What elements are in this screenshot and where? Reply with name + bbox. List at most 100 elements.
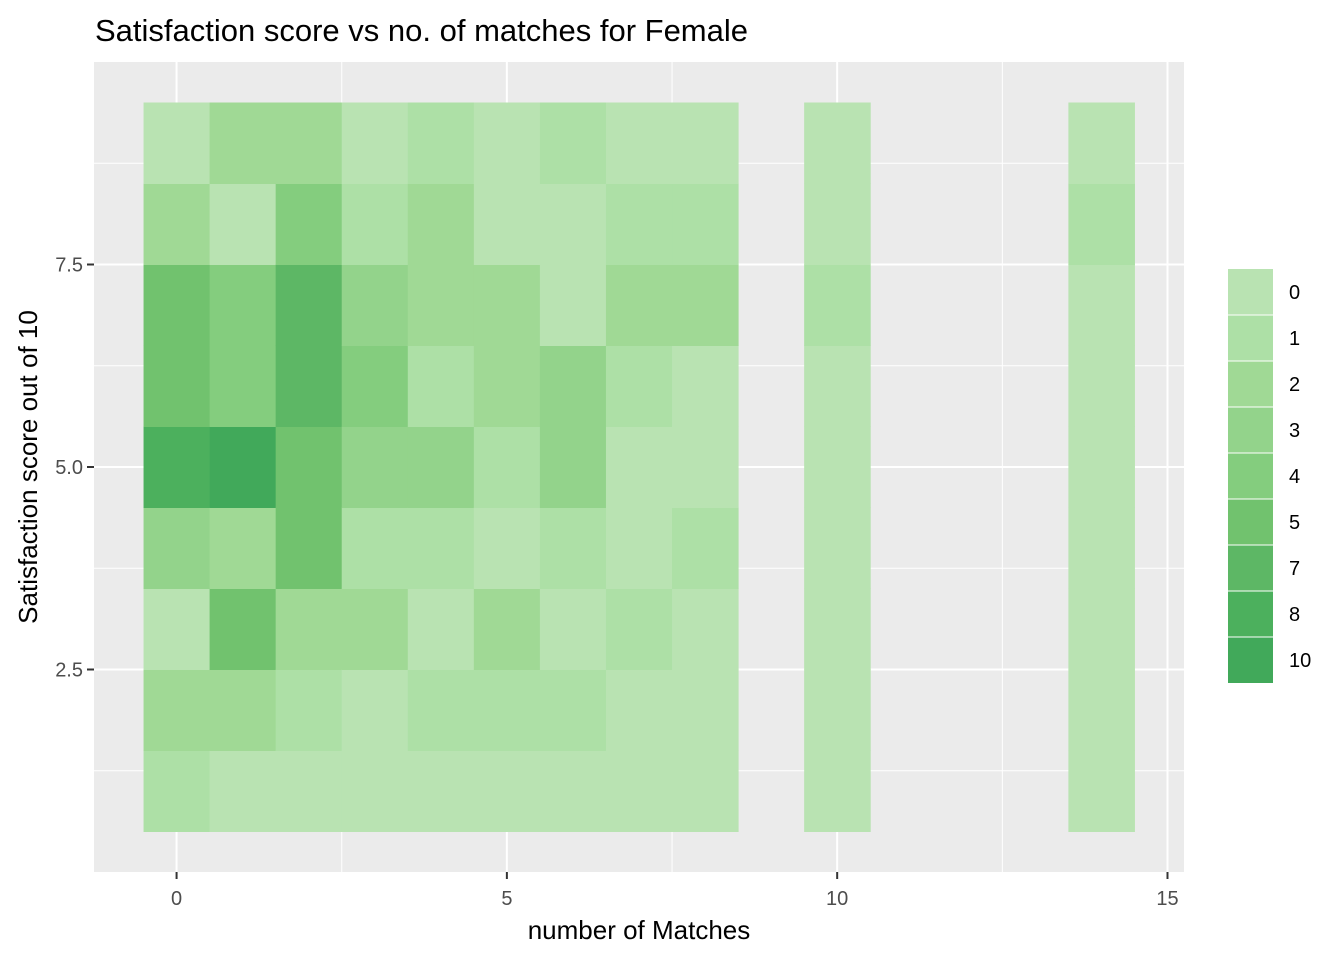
legend-swatch [1228, 407, 1273, 453]
heatmap-cell [605, 669, 673, 751]
heatmap-cell [1068, 750, 1135, 832]
heatmap-cell [539, 345, 607, 427]
heatmap-cell [539, 507, 607, 589]
heatmap-cell [605, 183, 673, 265]
heatmap-cell [341, 669, 409, 751]
heatmap-cell [539, 669, 607, 751]
heatmap-cell [1068, 183, 1135, 265]
legend-swatch [1228, 637, 1273, 683]
heatmap-cell [1068, 426, 1135, 508]
heatmap-cell [407, 183, 475, 265]
y-axis-title: Satisfaction score out of 10 [13, 310, 43, 624]
heatmap-cell [605, 750, 673, 832]
heatmap-cell [539, 102, 607, 184]
heatmap-cell [143, 588, 211, 670]
heatmap-cell [804, 183, 871, 265]
heatmap-cell [473, 183, 541, 265]
heatmap-cell [605, 588, 673, 670]
heatmap-cell [804, 588, 871, 670]
x-tick-label: 5 [501, 888, 512, 910]
heatmap-cell [672, 750, 739, 832]
legend-label: 4 [1289, 466, 1300, 488]
heatmap-cell [1068, 588, 1135, 670]
y-tick-label: 7.5 [55, 255, 83, 277]
y-tick-label: 5.0 [55, 457, 83, 479]
chart-title: Satisfaction score vs no. of matches for… [95, 13, 748, 48]
heatmap-cell [143, 426, 211, 508]
heatmap-cell [804, 102, 871, 184]
heatmap-cell [275, 507, 343, 589]
legend-swatch [1228, 269, 1273, 315]
heatmap-cell [275, 750, 343, 832]
heatmap-cell [275, 426, 343, 508]
legend-swatch [1228, 361, 1273, 407]
heatmap-cell [539, 750, 607, 832]
heatmap-cell [143, 345, 211, 427]
heatmap-cell [672, 588, 739, 670]
heatmap-cell [473, 102, 541, 184]
legend-swatch [1228, 499, 1273, 545]
legend-label: 2 [1289, 374, 1300, 396]
heatmap-cell [275, 183, 343, 265]
heatmap-cell [209, 183, 277, 265]
heatmap-cell [275, 345, 343, 427]
legend-swatch [1228, 315, 1273, 361]
heatmap-cell [539, 264, 607, 346]
heatmap-cell [143, 750, 211, 832]
heatmap-cell [672, 669, 739, 751]
heatmap-cell [143, 264, 211, 346]
heatmap-cell [605, 345, 673, 427]
x-tick-label: 15 [1156, 888, 1178, 910]
legend-label: 10 [1289, 650, 1311, 672]
heatmap-cell [1068, 102, 1135, 184]
heatmap-cell [804, 264, 871, 346]
y-axis: 2.5 5.0 7.5 [55, 255, 94, 682]
legend-label: 7 [1289, 558, 1300, 580]
heatmap-cell [275, 264, 343, 346]
heatmap-cell [672, 264, 739, 346]
heatmap-cell [209, 750, 277, 832]
x-axis-title: number of Matches [528, 915, 751, 945]
heatmap-cell [804, 345, 871, 427]
heatmap-cell [1068, 264, 1135, 346]
heatmap-cell [143, 183, 211, 265]
heatmap-cell [209, 264, 277, 346]
heatmap-cell [539, 183, 607, 265]
heatmap-cell [209, 345, 277, 427]
heatmap-cell [407, 750, 475, 832]
y-tick-label: 2.5 [55, 660, 83, 682]
heatmap-cell [341, 507, 409, 589]
legend: 0 1 2 3 4 5 7 8 10 [1228, 269, 1311, 683]
legend-label: 1 [1289, 328, 1300, 350]
heatmap-cell [672, 507, 739, 589]
legend-swatch [1228, 453, 1273, 499]
heatmap-cell [473, 669, 541, 751]
x-tick-label: 10 [826, 888, 848, 910]
heatmap-cell [341, 588, 409, 670]
heatmap-cell [341, 345, 409, 427]
heatmap-cell [209, 102, 277, 184]
heatmap-cell [605, 426, 673, 508]
x-axis: 0 5 10 15 [171, 872, 1179, 910]
heatmap-cell [473, 750, 541, 832]
heatmap-cell [143, 102, 211, 184]
heatmap-cell [804, 426, 871, 508]
heatmap-cell [209, 669, 277, 751]
heatmap-cell [275, 669, 343, 751]
heatmap-cell [605, 102, 673, 184]
heatmap-cell [407, 669, 475, 751]
heatmap-cell [341, 750, 409, 832]
heatmap-cell [804, 507, 871, 589]
heatmap-cell [605, 264, 673, 346]
heatmap-cell [539, 588, 607, 670]
legend-swatch [1228, 591, 1273, 637]
heatmap-cell [804, 669, 871, 751]
heatmap-cell [143, 507, 211, 589]
legend-label: 8 [1289, 604, 1300, 626]
heatmap-cell [539, 426, 607, 508]
heatmap-cell [143, 669, 211, 751]
heatmap-cell [209, 588, 277, 670]
heatmap-cell [407, 507, 475, 589]
heatmap-cell [473, 345, 541, 427]
heatmap-cell [341, 183, 409, 265]
